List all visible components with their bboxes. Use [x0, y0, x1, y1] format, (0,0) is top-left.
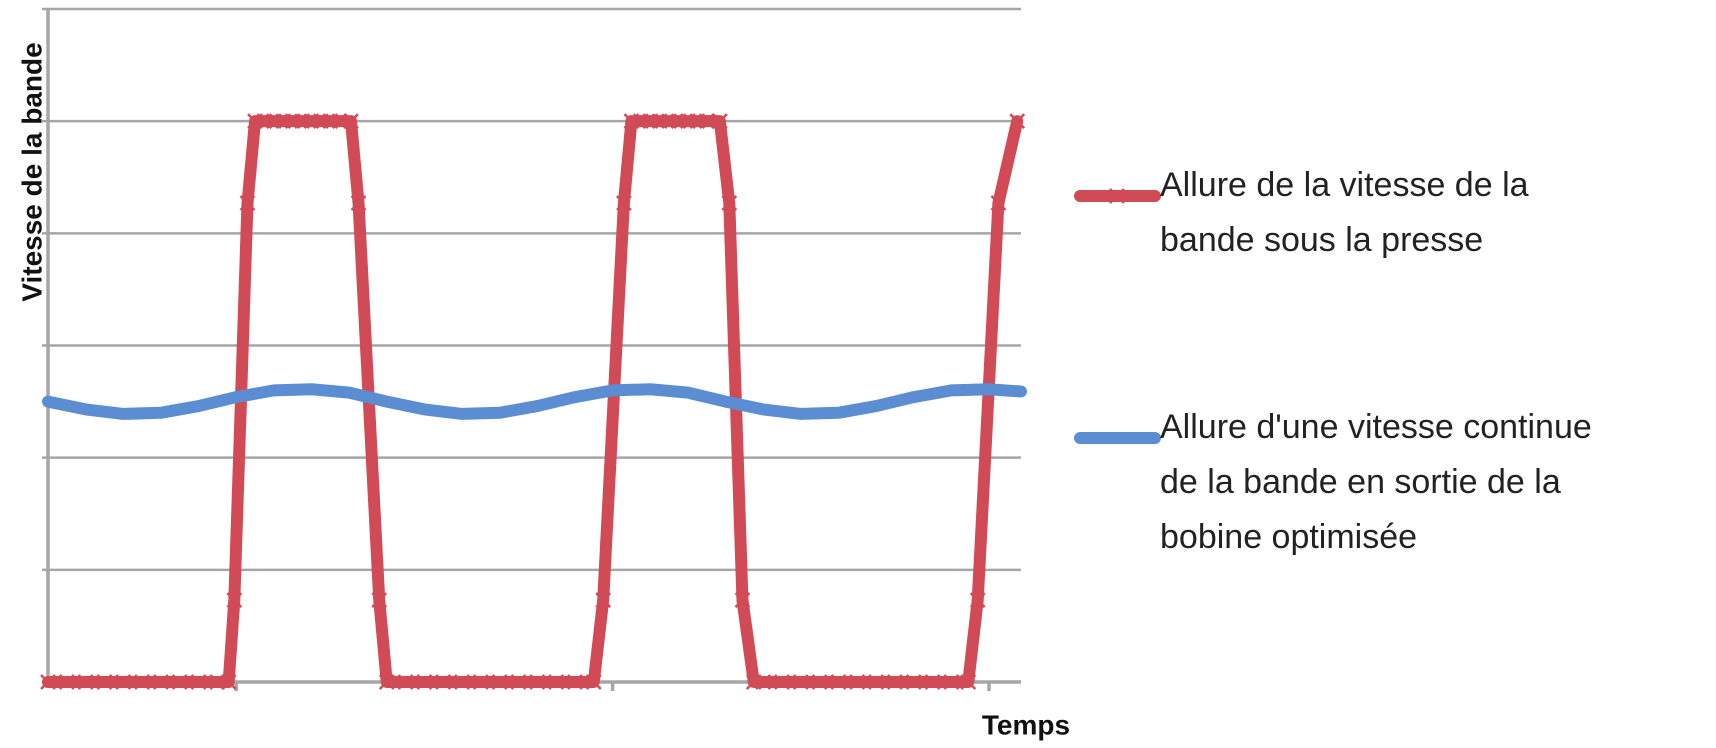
marker [567, 674, 583, 690]
marker [830, 674, 847, 690]
marker [734, 592, 751, 609]
marker [226, 592, 243, 609]
marker [711, 113, 728, 130]
marker [698, 113, 715, 130]
marker [491, 674, 508, 690]
marker [239, 195, 256, 211]
marker [190, 674, 207, 690]
legend-marker [1109, 188, 1125, 204]
marker [548, 674, 565, 690]
marker [510, 674, 527, 690]
marker [960, 674, 977, 690]
series-line [42, 115, 1024, 688]
marker [58, 674, 75, 690]
marker [595, 592, 612, 609]
series-line [42, 383, 1027, 420]
marker [887, 674, 903, 690]
legend-label: Allure de la vitesse de la bande sous la… [1160, 166, 1529, 259]
x-axis-title: Temps [982, 709, 1070, 740]
marker [585, 674, 602, 690]
marker [331, 113, 348, 130]
marker [721, 195, 738, 211]
marker [220, 674, 237, 690]
marker [472, 674, 489, 690]
marker [969, 592, 986, 609]
marker [868, 674, 884, 690]
legend-label: Allure d'une vitesse continue de la band… [1160, 408, 1592, 556]
marker [134, 674, 150, 690]
marker [435, 674, 452, 690]
marker [792, 674, 809, 690]
marker [77, 674, 94, 690]
marker [371, 592, 388, 609]
marker [1009, 113, 1026, 130]
marker [171, 674, 188, 690]
marker [96, 674, 113, 690]
marker [755, 674, 772, 690]
marker [378, 674, 395, 690]
marker [990, 195, 1007, 211]
marker [397, 674, 414, 690]
marker [416, 674, 433, 690]
marker [153, 674, 169, 690]
marker [924, 674, 941, 690]
marker [529, 674, 546, 690]
marker [943, 674, 960, 690]
marker [209, 674, 226, 690]
marker [40, 674, 56, 690]
y-axis-title: Vitesse de la bande [16, 42, 47, 301]
marker [811, 674, 828, 690]
marker [343, 113, 359, 130]
marker [905, 674, 922, 690]
marker [454, 674, 470, 690]
marker [849, 674, 866, 690]
marker [616, 195, 632, 211]
marker [115, 674, 132, 690]
marker [774, 674, 790, 690]
marker [350, 195, 367, 211]
